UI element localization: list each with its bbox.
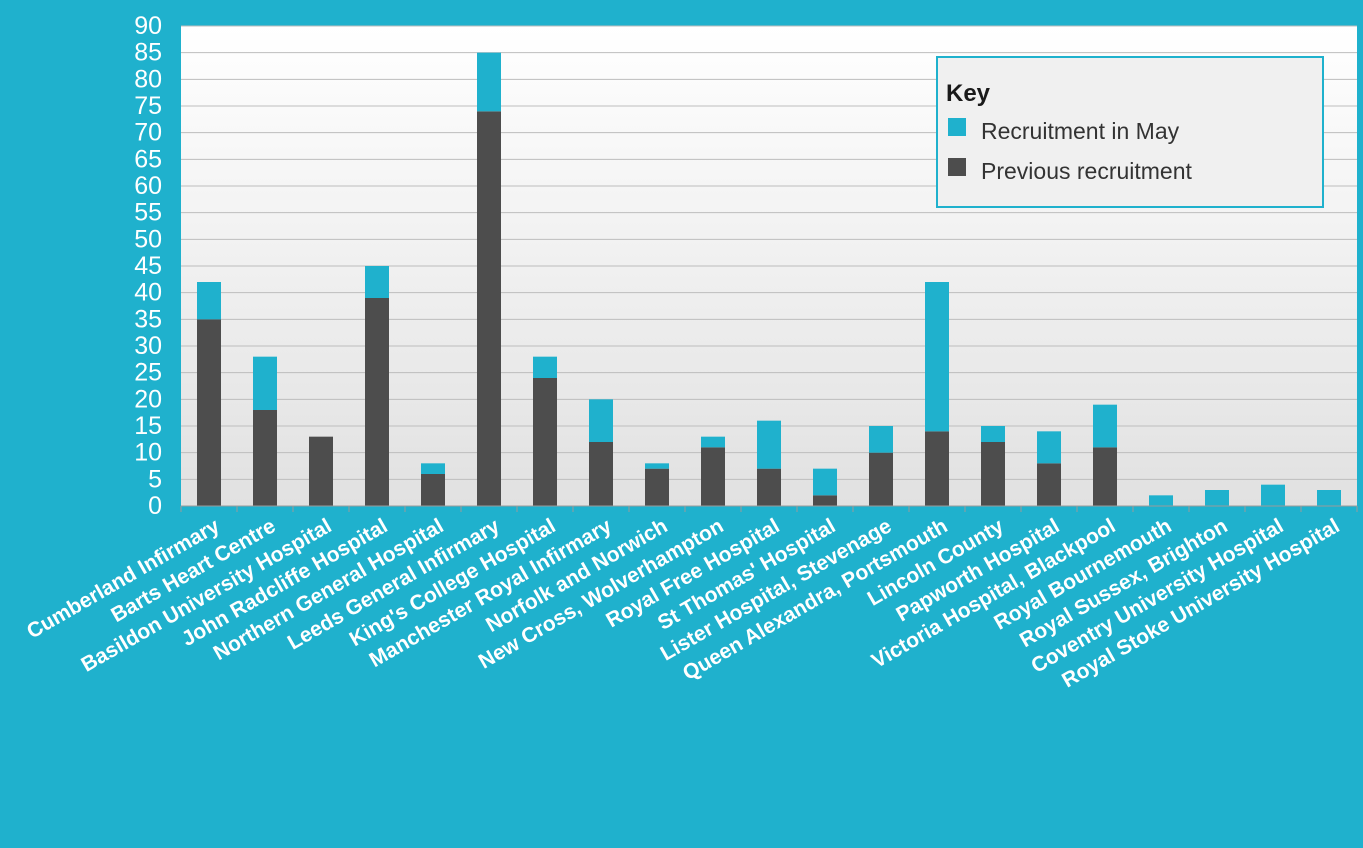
- bar-segment: [421, 474, 445, 506]
- bar-segment: [1149, 495, 1173, 506]
- y-tick-label: 65: [134, 145, 162, 173]
- legend-swatch-recruitment-may: [948, 118, 966, 136]
- bar-segment: [1317, 490, 1341, 506]
- x-axis-ticks: [180, 506, 1358, 512]
- y-tick-label: 50: [134, 225, 162, 253]
- bar-segment: [1093, 404, 1117, 448]
- legend-label-previous-recruitment: Previous recruitment: [981, 158, 1193, 184]
- bar-segment: [1261, 484, 1285, 506]
- bar-segment: [1093, 447, 1117, 506]
- bar-segment: [197, 282, 221, 320]
- y-tick-label: 60: [134, 172, 162, 200]
- bar-segment: [253, 410, 277, 506]
- bar-segment: [701, 447, 725, 506]
- bar-segment: [1037, 463, 1061, 506]
- y-tick-label: 80: [134, 65, 162, 93]
- legend-title: Key: [946, 80, 991, 107]
- y-tick-label: 15: [134, 412, 162, 440]
- y-tick-label: 55: [134, 199, 162, 227]
- legend: Key Recruitment in May Previous recruitm…: [936, 56, 1324, 208]
- bar-segment: [645, 463, 669, 469]
- legend-swatch-previous-recruitment: [948, 158, 966, 176]
- bar-segment: [421, 463, 445, 474]
- bar-segment: [701, 436, 725, 448]
- y-tick-label: 45: [134, 252, 162, 280]
- bar-segment: [981, 426, 1005, 442]
- y-tick-label: 85: [134, 39, 162, 67]
- bar-segment: [533, 356, 557, 378]
- bar-segment: [645, 468, 669, 506]
- y-tick-label: 25: [134, 359, 162, 387]
- bar-segment: [981, 442, 1005, 506]
- bar-segment: [813, 495, 837, 506]
- y-tick-label: 90: [134, 12, 162, 40]
- bar-segment: [869, 452, 893, 506]
- bar-segment: [197, 319, 221, 506]
- y-tick-label: 0: [148, 492, 162, 520]
- y-tick-label: 35: [134, 305, 162, 333]
- bar-segment: [1037, 431, 1061, 464]
- y-tick-label: 10: [134, 439, 162, 467]
- bar-segment: [365, 266, 389, 298]
- y-tick-label: 5: [148, 465, 162, 493]
- bar-segment: [869, 426, 893, 453]
- bar-segment: [309, 436, 333, 506]
- bar-segment: [813, 468, 837, 496]
- legend-box: [936, 56, 1324, 208]
- bar-segment: [925, 282, 949, 432]
- y-tick-label: 30: [134, 332, 162, 360]
- bar-segment: [925, 431, 949, 506]
- bar-segment: [477, 111, 501, 506]
- y-tick-label: 75: [134, 92, 162, 120]
- bar-segment: [589, 442, 613, 506]
- bar-segment: [757, 468, 781, 506]
- bar-segment: [477, 52, 501, 112]
- bars: [197, 52, 1341, 506]
- bar-segment: [533, 378, 557, 506]
- y-tick-label: 20: [134, 385, 162, 413]
- legend-label-recruitment-may: Recruitment in May: [981, 118, 1180, 144]
- bar-segment: [589, 399, 613, 442]
- bar-segment: [757, 420, 781, 469]
- y-tick-label: 40: [134, 279, 162, 307]
- bar-segment: [365, 298, 389, 506]
- bar-segment: [253, 356, 277, 410]
- y-tick-label: 70: [134, 119, 162, 147]
- bar-segment: [1205, 490, 1229, 506]
